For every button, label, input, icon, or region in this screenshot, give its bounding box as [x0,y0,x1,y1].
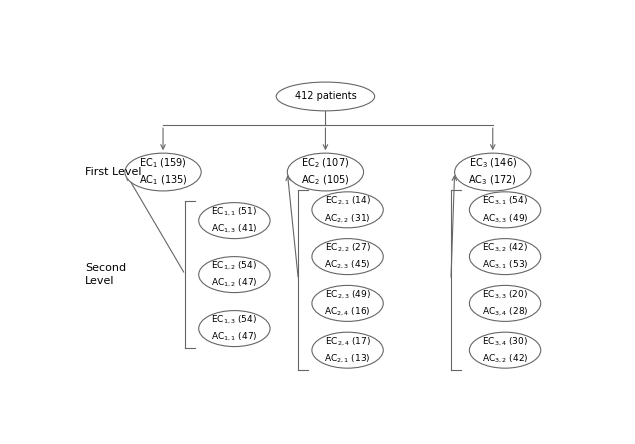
Text: $\mathrm{AC}_{2,2}$ (31): $\mathrm{AC}_{2,2}$ (31) [324,212,371,225]
Text: $\mathrm{AC}_{1}$ (135): $\mathrm{AC}_{1}$ (135) [138,174,187,187]
Text: $\mathrm{AC}_{1,2}$ (47): $\mathrm{AC}_{1,2}$ (47) [211,277,258,289]
Text: $\mathrm{EC}_{1,2}$ (54): $\mathrm{EC}_{1,2}$ (54) [211,260,257,272]
Text: $\mathrm{EC}_{3}$ (146): $\mathrm{EC}_{3}$ (146) [469,157,517,170]
Text: $\mathrm{AC}_{3,1}$ (53): $\mathrm{AC}_{3,1}$ (53) [482,259,528,271]
Text: $\mathrm{EC}_{2}$ (107): $\mathrm{EC}_{2}$ (107) [302,157,349,170]
Ellipse shape [312,238,384,274]
Text: $\mathrm{EC}_{1,3}$ (54): $\mathrm{EC}_{1,3}$ (54) [211,314,257,326]
Ellipse shape [469,332,541,368]
Text: $\mathrm{AC}_{2,1}$ (13): $\mathrm{AC}_{2,1}$ (13) [324,353,371,365]
Text: $\mathrm{EC}_{1}$ (159): $\mathrm{EC}_{1}$ (159) [139,157,187,170]
Text: $\mathrm{EC}_{1,1}$ (51): $\mathrm{EC}_{1,1}$ (51) [211,206,257,218]
Text: $\mathrm{EC}_{3,1}$ (54): $\mathrm{EC}_{3,1}$ (54) [482,195,528,207]
Text: $\mathrm{EC}_{2,4}$ (17): $\mathrm{EC}_{2,4}$ (17) [324,335,371,348]
Ellipse shape [312,332,384,368]
Ellipse shape [199,311,270,347]
Ellipse shape [455,153,531,191]
Text: Second
Level: Second Level [85,263,126,286]
Ellipse shape [469,192,541,228]
Text: $\mathrm{EC}_{3,3}$ (20): $\mathrm{EC}_{3,3}$ (20) [482,289,528,301]
Text: 412 patients: 412 patients [295,91,356,102]
Text: $\mathrm{AC}_{2}$ (105): $\mathrm{AC}_{2}$ (105) [301,174,350,187]
Text: $\mathrm{AC}_{3,3}$ (49): $\mathrm{AC}_{3,3}$ (49) [482,212,528,225]
Text: $\mathrm{EC}_{3,4}$ (30): $\mathrm{EC}_{3,4}$ (30) [482,335,528,348]
Ellipse shape [312,192,384,228]
Ellipse shape [125,153,201,191]
Ellipse shape [199,257,270,293]
Text: $\mathrm{EC}_{2,2}$ (27): $\mathrm{EC}_{2,2}$ (27) [324,242,371,254]
Text: $\mathrm{EC}_{2,1}$ (14): $\mathrm{EC}_{2,1}$ (14) [324,195,371,207]
Ellipse shape [287,153,364,191]
Text: $\mathrm{AC}_{1,3}$ (41): $\mathrm{AC}_{1,3}$ (41) [211,223,258,235]
Text: $\mathrm{EC}_{2,3}$ (49): $\mathrm{EC}_{2,3}$ (49) [324,289,371,301]
Text: $\mathrm{AC}_{3,2}$ (42): $\mathrm{AC}_{3,2}$ (42) [482,353,528,365]
Ellipse shape [276,82,375,111]
Ellipse shape [469,285,541,321]
Text: $\mathrm{AC}_{1,1}$ (47): $\mathrm{AC}_{1,1}$ (47) [211,331,258,343]
Text: $\mathrm{AC}_{2,3}$ (45): $\mathrm{AC}_{2,3}$ (45) [324,259,371,271]
Text: First Level: First Level [85,167,142,177]
Ellipse shape [312,285,384,321]
Ellipse shape [199,202,270,238]
Ellipse shape [469,238,541,274]
Text: $\mathrm{AC}_{2,4}$ (16): $\mathrm{AC}_{2,4}$ (16) [324,306,371,318]
Text: $\mathrm{AC}_{3,4}$ (28): $\mathrm{AC}_{3,4}$ (28) [482,306,528,318]
Text: $\mathrm{AC}_{3}$ (172): $\mathrm{AC}_{3}$ (172) [469,174,517,187]
Text: $\mathrm{EC}_{3,2}$ (42): $\mathrm{EC}_{3,2}$ (42) [482,242,528,254]
